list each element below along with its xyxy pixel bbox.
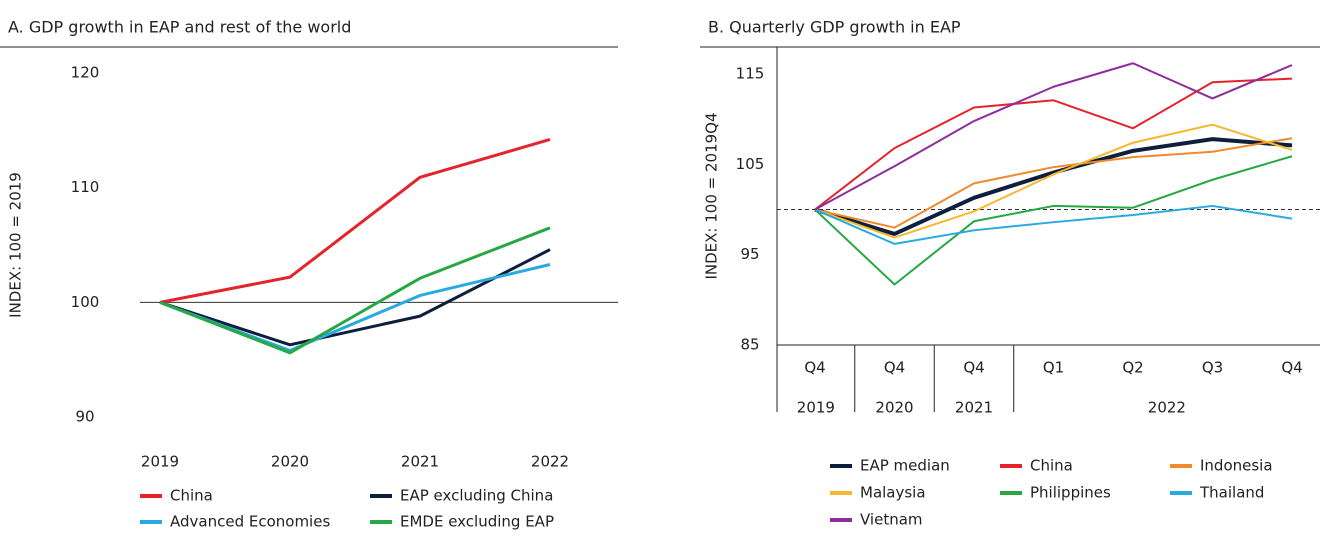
series-line xyxy=(814,123,1293,239)
legend-label: Vietnam xyxy=(860,511,923,529)
x-tick-label: 2019 xyxy=(141,453,179,471)
x-tick-label: Q2 xyxy=(1122,359,1143,377)
chart-title: A. GDP growth in EAP and rest of the wor… xyxy=(8,18,351,37)
series-line xyxy=(814,137,1293,229)
series-line xyxy=(159,138,551,304)
year-label: 2021 xyxy=(955,399,993,417)
year-label: 2020 xyxy=(875,399,913,417)
legend-label: Advanced Economies xyxy=(170,513,330,531)
series-line xyxy=(814,137,1293,236)
y-axis-label: INDEX: 100 = 2019Q4 xyxy=(703,112,721,279)
y-tick-label: 115 xyxy=(736,65,765,83)
series-line xyxy=(159,263,551,353)
series-line xyxy=(814,77,1293,211)
series-line xyxy=(814,155,1293,286)
legend-label: Indonesia xyxy=(1200,457,1273,475)
x-tick-label: Q3 xyxy=(1202,359,1223,377)
legend-label: China xyxy=(1030,457,1073,475)
x-tick-label: 2020 xyxy=(271,453,309,471)
x-tick-label: 2021 xyxy=(401,453,439,471)
series-line xyxy=(159,248,551,347)
legend-label: Thailand xyxy=(1199,484,1264,502)
x-tick-label: Q4 xyxy=(963,359,984,377)
x-tick-label: Q4 xyxy=(884,359,905,377)
y-tick-label: 85 xyxy=(740,336,759,354)
x-tick-label: Q1 xyxy=(1043,359,1064,377)
y-tick-label: 105 xyxy=(736,155,765,173)
x-tick-label: Q4 xyxy=(1281,359,1302,377)
y-tick-label: 90 xyxy=(75,408,94,426)
legend-label: China xyxy=(170,487,213,505)
legend-label: EAP excluding China xyxy=(400,487,553,505)
legend-label: EAP median xyxy=(860,457,950,475)
year-label: 2022 xyxy=(1148,399,1186,417)
y-axis-label: INDEX: 100 = 2019 xyxy=(7,172,25,318)
y-tick-label: 100 xyxy=(71,293,100,311)
year-label: 2019 xyxy=(797,399,835,417)
y-tick-label: 110 xyxy=(71,178,100,196)
chart-title: B. Quarterly GDP growth in EAP xyxy=(708,18,961,37)
x-tick-label: Q4 xyxy=(804,359,825,377)
legend-label: Malaysia xyxy=(860,484,926,502)
series-line xyxy=(814,62,1293,211)
series-line xyxy=(814,204,1293,245)
series-line xyxy=(159,226,551,355)
legend-label: Philippines xyxy=(1030,484,1111,502)
legend-label: EMDE excluding EAP xyxy=(400,513,554,531)
y-tick-label: 95 xyxy=(740,245,759,263)
x-tick-label: 2022 xyxy=(531,453,569,471)
y-tick-label: 120 xyxy=(71,63,100,81)
